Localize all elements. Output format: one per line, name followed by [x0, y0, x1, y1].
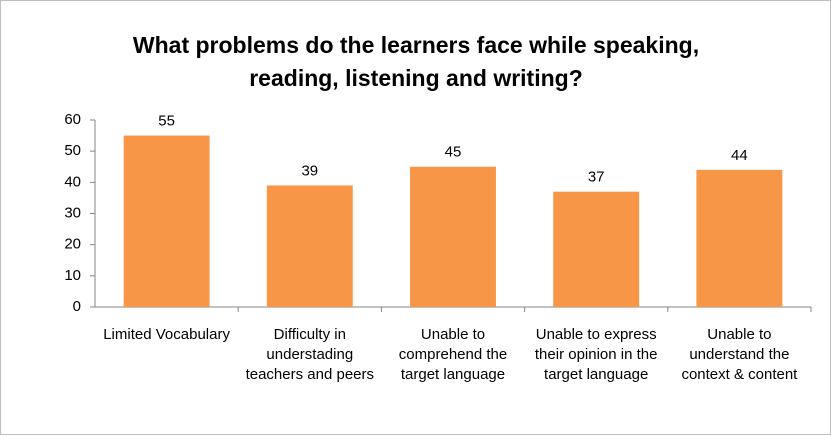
y-tick-label: 0 [73, 298, 81, 315]
bar [410, 166, 496, 307]
bar [123, 135, 210, 307]
y-tick-label: 10 [64, 267, 81, 284]
y-tick-label: 40 [64, 173, 81, 190]
bar [266, 185, 353, 307]
y-tick-label: 60 [64, 111, 81, 128]
bar [696, 169, 783, 307]
x-tick-label: Limited Vocabulary [103, 326, 230, 343]
data-label: 37 [588, 169, 605, 186]
y-tick-label: 30 [64, 204, 81, 221]
x-tick-label: Difficulty in understading teachers and … [245, 326, 374, 383]
bar [553, 191, 640, 307]
x-tick-label: Unable to understand the context & conte… [681, 326, 798, 383]
data-label: 39 [301, 162, 318, 179]
data-label: 45 [445, 144, 462, 161]
x-tick-label: Unable to comprehend the target language [398, 326, 508, 383]
x-tick-label: Unable to express their opinion in the t… [534, 326, 658, 383]
y-tick-label: 50 [64, 142, 81, 159]
chart-title: What problems do the learners face while… [132, 32, 700, 91]
data-label: 55 [158, 113, 175, 130]
data-label: 44 [731, 147, 748, 164]
y-tick-label: 20 [64, 236, 81, 253]
